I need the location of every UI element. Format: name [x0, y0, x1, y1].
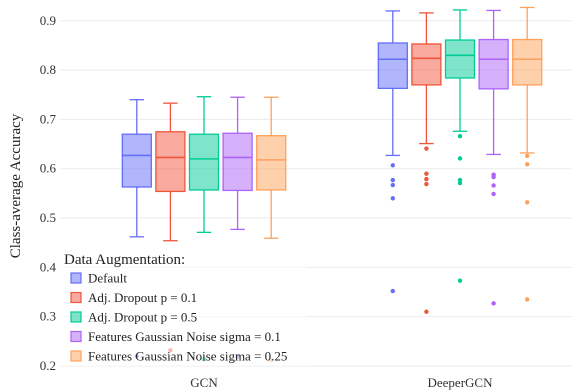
box-iqr[interactable] — [155, 131, 186, 193]
outlier-point[interactable] — [491, 191, 496, 197]
legend-swatch[interactable] — [70, 272, 82, 284]
legend-swatch[interactable] — [70, 350, 82, 362]
y-tick-label: 0.5 — [40, 210, 56, 225]
outlier-point[interactable] — [390, 288, 395, 294]
legend-label[interactable]: Adj. Dropout p = 0.1 — [88, 290, 197, 305]
y-tick-label: 0.8 — [40, 62, 56, 77]
box-iqr[interactable] — [222, 132, 253, 192]
outlier-point[interactable] — [424, 181, 429, 187]
outlier-point[interactable] — [390, 163, 395, 168]
outlier-point[interactable] — [424, 176, 429, 182]
legend-swatch[interactable] — [70, 291, 82, 304]
outlier-point[interactable] — [491, 174, 496, 180]
outlier-point[interactable] — [424, 146, 429, 151]
box-iqr[interactable] — [121, 133, 152, 188]
x-tick-label: DeeperGCN — [428, 375, 494, 390]
y-tick-label: 0.7 — [40, 111, 57, 126]
outlier-point[interactable] — [390, 177, 395, 183]
legend-label[interactable]: Default — [88, 271, 127, 286]
outlier-point[interactable] — [457, 180, 463, 186]
legend-swatch[interactable] — [70, 311, 82, 323]
outlier-point[interactable] — [491, 183, 496, 188]
y-axis-title: Class-average Accuracy — [8, 113, 24, 258]
box-iqr[interactable] — [411, 43, 442, 86]
outlier-point[interactable] — [424, 171, 429, 176]
outlier-point[interactable] — [457, 156, 463, 161]
box-iqr[interactable] — [188, 133, 220, 191]
legend-swatch[interactable] — [70, 330, 82, 343]
outlier-point[interactable] — [525, 153, 530, 159]
x-tick-label: GCN — [190, 375, 218, 390]
box-iqr[interactable] — [512, 38, 543, 86]
box-iqr[interactable] — [377, 42, 408, 90]
outlier-point[interactable] — [424, 309, 429, 314]
legend-background — [60, 248, 306, 366]
y-tick-label: 0.9 — [40, 13, 56, 28]
outlier-point[interactable] — [525, 297, 530, 302]
y-tick-label: 0.4 — [40, 259, 57, 274]
outlier-point[interactable] — [491, 301, 496, 306]
legend-label[interactable]: Adj. Dropout p = 0.5 — [88, 310, 197, 325]
outlier-point[interactable] — [525, 200, 530, 205]
box-iqr[interactable] — [256, 135, 287, 191]
box-iqr[interactable] — [478, 38, 509, 90]
outlier-point[interactable] — [390, 182, 395, 188]
legend-label[interactable]: Features Gaussian Noise sigma = 0.25 — [88, 349, 287, 364]
outlier-point[interactable] — [457, 133, 463, 139]
outlier-point[interactable] — [525, 162, 530, 167]
box-iqr[interactable] — [444, 39, 476, 79]
y-tick-label: 0.6 — [40, 161, 57, 176]
y-tick-label: 0.2 — [40, 358, 56, 373]
outlier-point[interactable] — [457, 278, 463, 283]
y-tick-label: 0.3 — [40, 309, 56, 324]
outlier-point[interactable] — [390, 196, 395, 201]
legend-title: Data Augmentation: — [64, 252, 185, 268]
legend-label[interactable]: Features Gaussian Noise sigma = 0.1 — [88, 329, 281, 344]
